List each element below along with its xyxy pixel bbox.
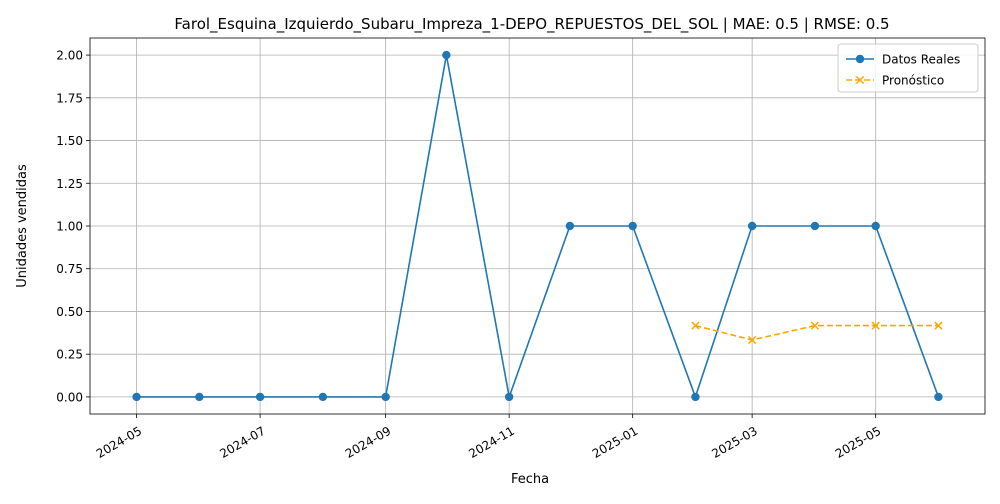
marker-stroke: [691, 321, 700, 330]
legend-label: Pronóstico: [882, 74, 944, 88]
data-point-marker: [381, 392, 390, 402]
y-tick-label: 1.25: [56, 177, 83, 191]
data-point-marker: [318, 392, 328, 402]
y-tick-label: 1.75: [56, 91, 83, 105]
marker-stroke: [748, 335, 757, 345]
legend-label: Datos Reales: [882, 53, 960, 67]
data-point-marker: [747, 221, 757, 231]
y-axis-label: Unidades vendidas: [15, 164, 30, 288]
series-layer: [132, 50, 943, 402]
data-point-marker: [810, 221, 820, 231]
data-point-marker: [748, 335, 757, 345]
legend: Datos Reales Pronóstico: [837, 43, 979, 93]
data-point-marker: [442, 50, 451, 60]
x-axis-label: Fecha: [511, 472, 549, 487]
data-point-marker: [934, 392, 943, 402]
data-point-marker: [132, 392, 141, 402]
y-tick-label: 0.00: [56, 390, 83, 404]
data-point-marker: [934, 321, 943, 330]
y-tick-label: 0.50: [56, 305, 83, 319]
y-tick-label: 1.50: [56, 134, 83, 148]
data-point-marker: [871, 321, 880, 330]
data-point-marker: [195, 392, 204, 402]
data-point-marker: [628, 221, 637, 231]
data-point-marker: [565, 221, 575, 231]
y-tick-label: 0.75: [56, 262, 83, 276]
y-tick-label: 0.25: [56, 348, 83, 362]
marker-stroke: [810, 321, 820, 330]
data-point-marker: [691, 392, 700, 402]
data-point-marker: [871, 221, 880, 231]
series-line-0: [136, 54, 940, 400]
chart-title: Farol_Esquina_Izquierdo_Subaru_Impreza_1…: [174, 15, 889, 34]
y-tick-label: 1.00: [56, 220, 83, 234]
data-point-marker: [691, 321, 700, 330]
marker-stroke: [934, 321, 943, 330]
marker-stroke: [871, 321, 880, 330]
legend-marker: [855, 54, 865, 64]
legend-marker: [855, 75, 865, 85]
data-point-marker: [504, 392, 514, 402]
data-point-marker: [255, 392, 265, 402]
y-tick-label: 2.00: [56, 49, 83, 63]
data-point-marker: [810, 321, 820, 330]
